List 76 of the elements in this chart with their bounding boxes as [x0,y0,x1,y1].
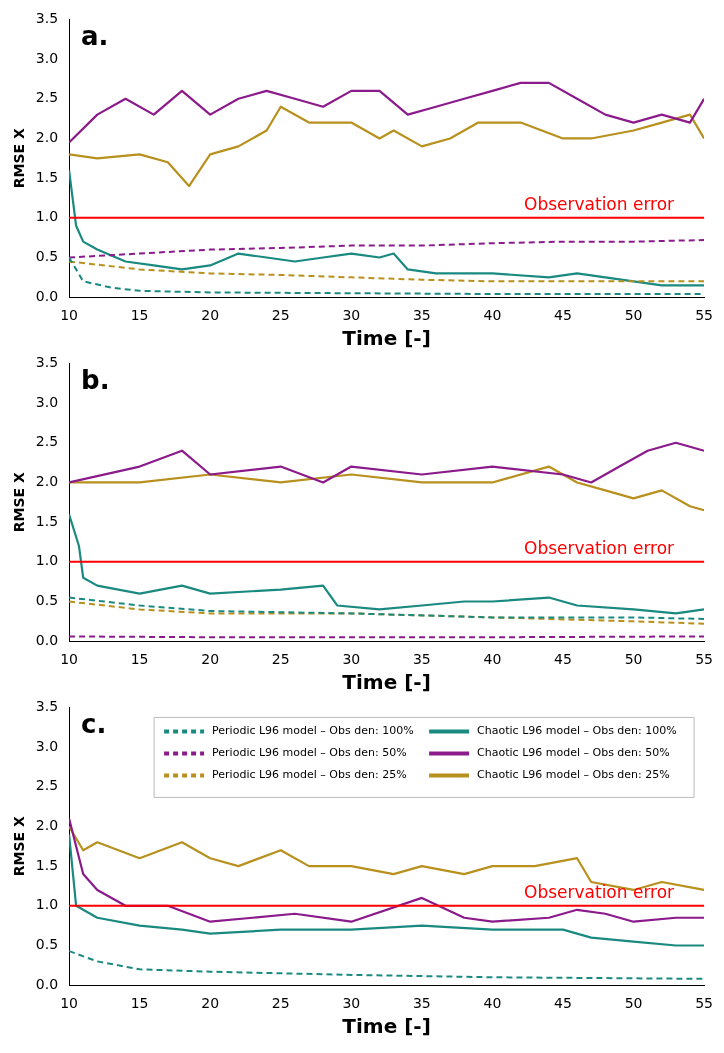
y-axis-title: RMSE X [11,816,28,877]
chart-title: a. [81,21,109,52]
x-tick-label: 15 [130,651,149,668]
y-tick-label: 0.5 [35,936,59,953]
x-tick-label: 30 [342,995,361,1012]
chart-title: c. [81,709,107,740]
y-tick-label: 3.5 [35,10,59,27]
x-tick-label: 20 [201,307,220,324]
line-series [69,239,705,259]
line-series [69,950,705,980]
legend-label: Periodic L96 model – Obs den: 50% [212,746,407,760]
x-tick-label: 10 [60,995,78,1012]
y-tick-label: 1.5 [35,168,59,185]
line-series [69,260,705,283]
x-axis-title: Time [-] [342,670,431,695]
x-tick-label: 10 [60,307,78,324]
x-axis-title: Time [-] [342,1014,431,1039]
x-tick-label: 50 [624,651,643,668]
y-tick-label: 1.0 [35,896,59,913]
x-tick-label: 45 [554,995,572,1012]
x-tick-label: 40 [483,651,502,668]
legend-label: Chaotic L96 model – Obs den: 50% [477,746,670,760]
y-tick-label: 3.0 [35,49,59,66]
ref-line-label: Observation error [524,193,675,214]
ref-line-label: Observation error [524,881,675,902]
x-tick-label: 55 [695,307,714,324]
legend-label: Chaotic L96 model – Obs den: 25% [477,768,670,782]
y-tick-label: 1.0 [35,552,59,569]
y-tick-label: 0.0 [35,975,59,992]
y-tick-label: 0.0 [35,287,59,304]
x-tick-label: 20 [201,651,220,668]
x-tick-label: 35 [412,307,431,324]
x-tick-label: 20 [201,995,220,1012]
line-series [69,596,705,620]
x-tick-label: 45 [554,651,572,668]
x-tick-label: 30 [342,307,361,324]
x-tick-label: 50 [624,307,643,324]
x-tick-label: 10 [60,651,78,668]
x-tick-label: 30 [342,651,361,668]
y-tick-label: 0.5 [35,248,59,265]
chart-title: b. [81,365,110,396]
y-tick-label: 0.0 [35,631,59,648]
y-tick-label: 2.5 [35,89,59,106]
y-tick-label: 3.5 [35,354,59,371]
legend-label: Chaotic L96 model – Obs den: 100% [477,724,677,738]
x-tick-label: 25 [271,995,290,1012]
x-tick-label: 55 [695,651,714,668]
ref-line-label: Observation error [524,537,675,558]
y-tick-label: 2.0 [35,129,59,146]
x-tick-label: 45 [554,307,572,324]
x-tick-label: 25 [271,307,290,324]
y-tick-label: 0.5 [35,592,59,609]
x-tick-label: 15 [130,995,149,1012]
y-axis-title: RMSE X [11,472,28,533]
x-tick-label: 40 [483,307,502,324]
x-tick-label: 55 [695,995,714,1012]
y-tick-label: 2.5 [35,433,59,450]
y-tick-label: 3.0 [35,393,59,410]
x-tick-label: 15 [130,307,149,324]
x-tick-label: 40 [483,995,502,1012]
legend-label: Periodic L96 model – Obs den: 25% [212,768,407,782]
y-axis-title: RMSE X [11,128,28,189]
y-tick-label: 1.0 [35,208,59,225]
y-tick-label: 2.0 [35,817,59,834]
x-tick-label: 35 [412,995,431,1012]
y-tick-label: 2.5 [35,777,59,794]
x-axis-title: Time [-] [342,326,431,351]
x-tick-label: 35 [412,651,431,668]
y-tick-label: 3.5 [35,698,59,715]
y-tick-label: 2.0 [35,473,59,490]
y-tick-label: 3.0 [35,737,59,754]
y-tick-label: 1.5 [35,512,59,529]
x-tick-label: 50 [624,995,643,1012]
x-tick-label: 25 [271,651,290,668]
y-tick-label: 1.5 [35,856,59,873]
legend-label: Periodic L96 model – Obs den: 100% [212,724,414,738]
